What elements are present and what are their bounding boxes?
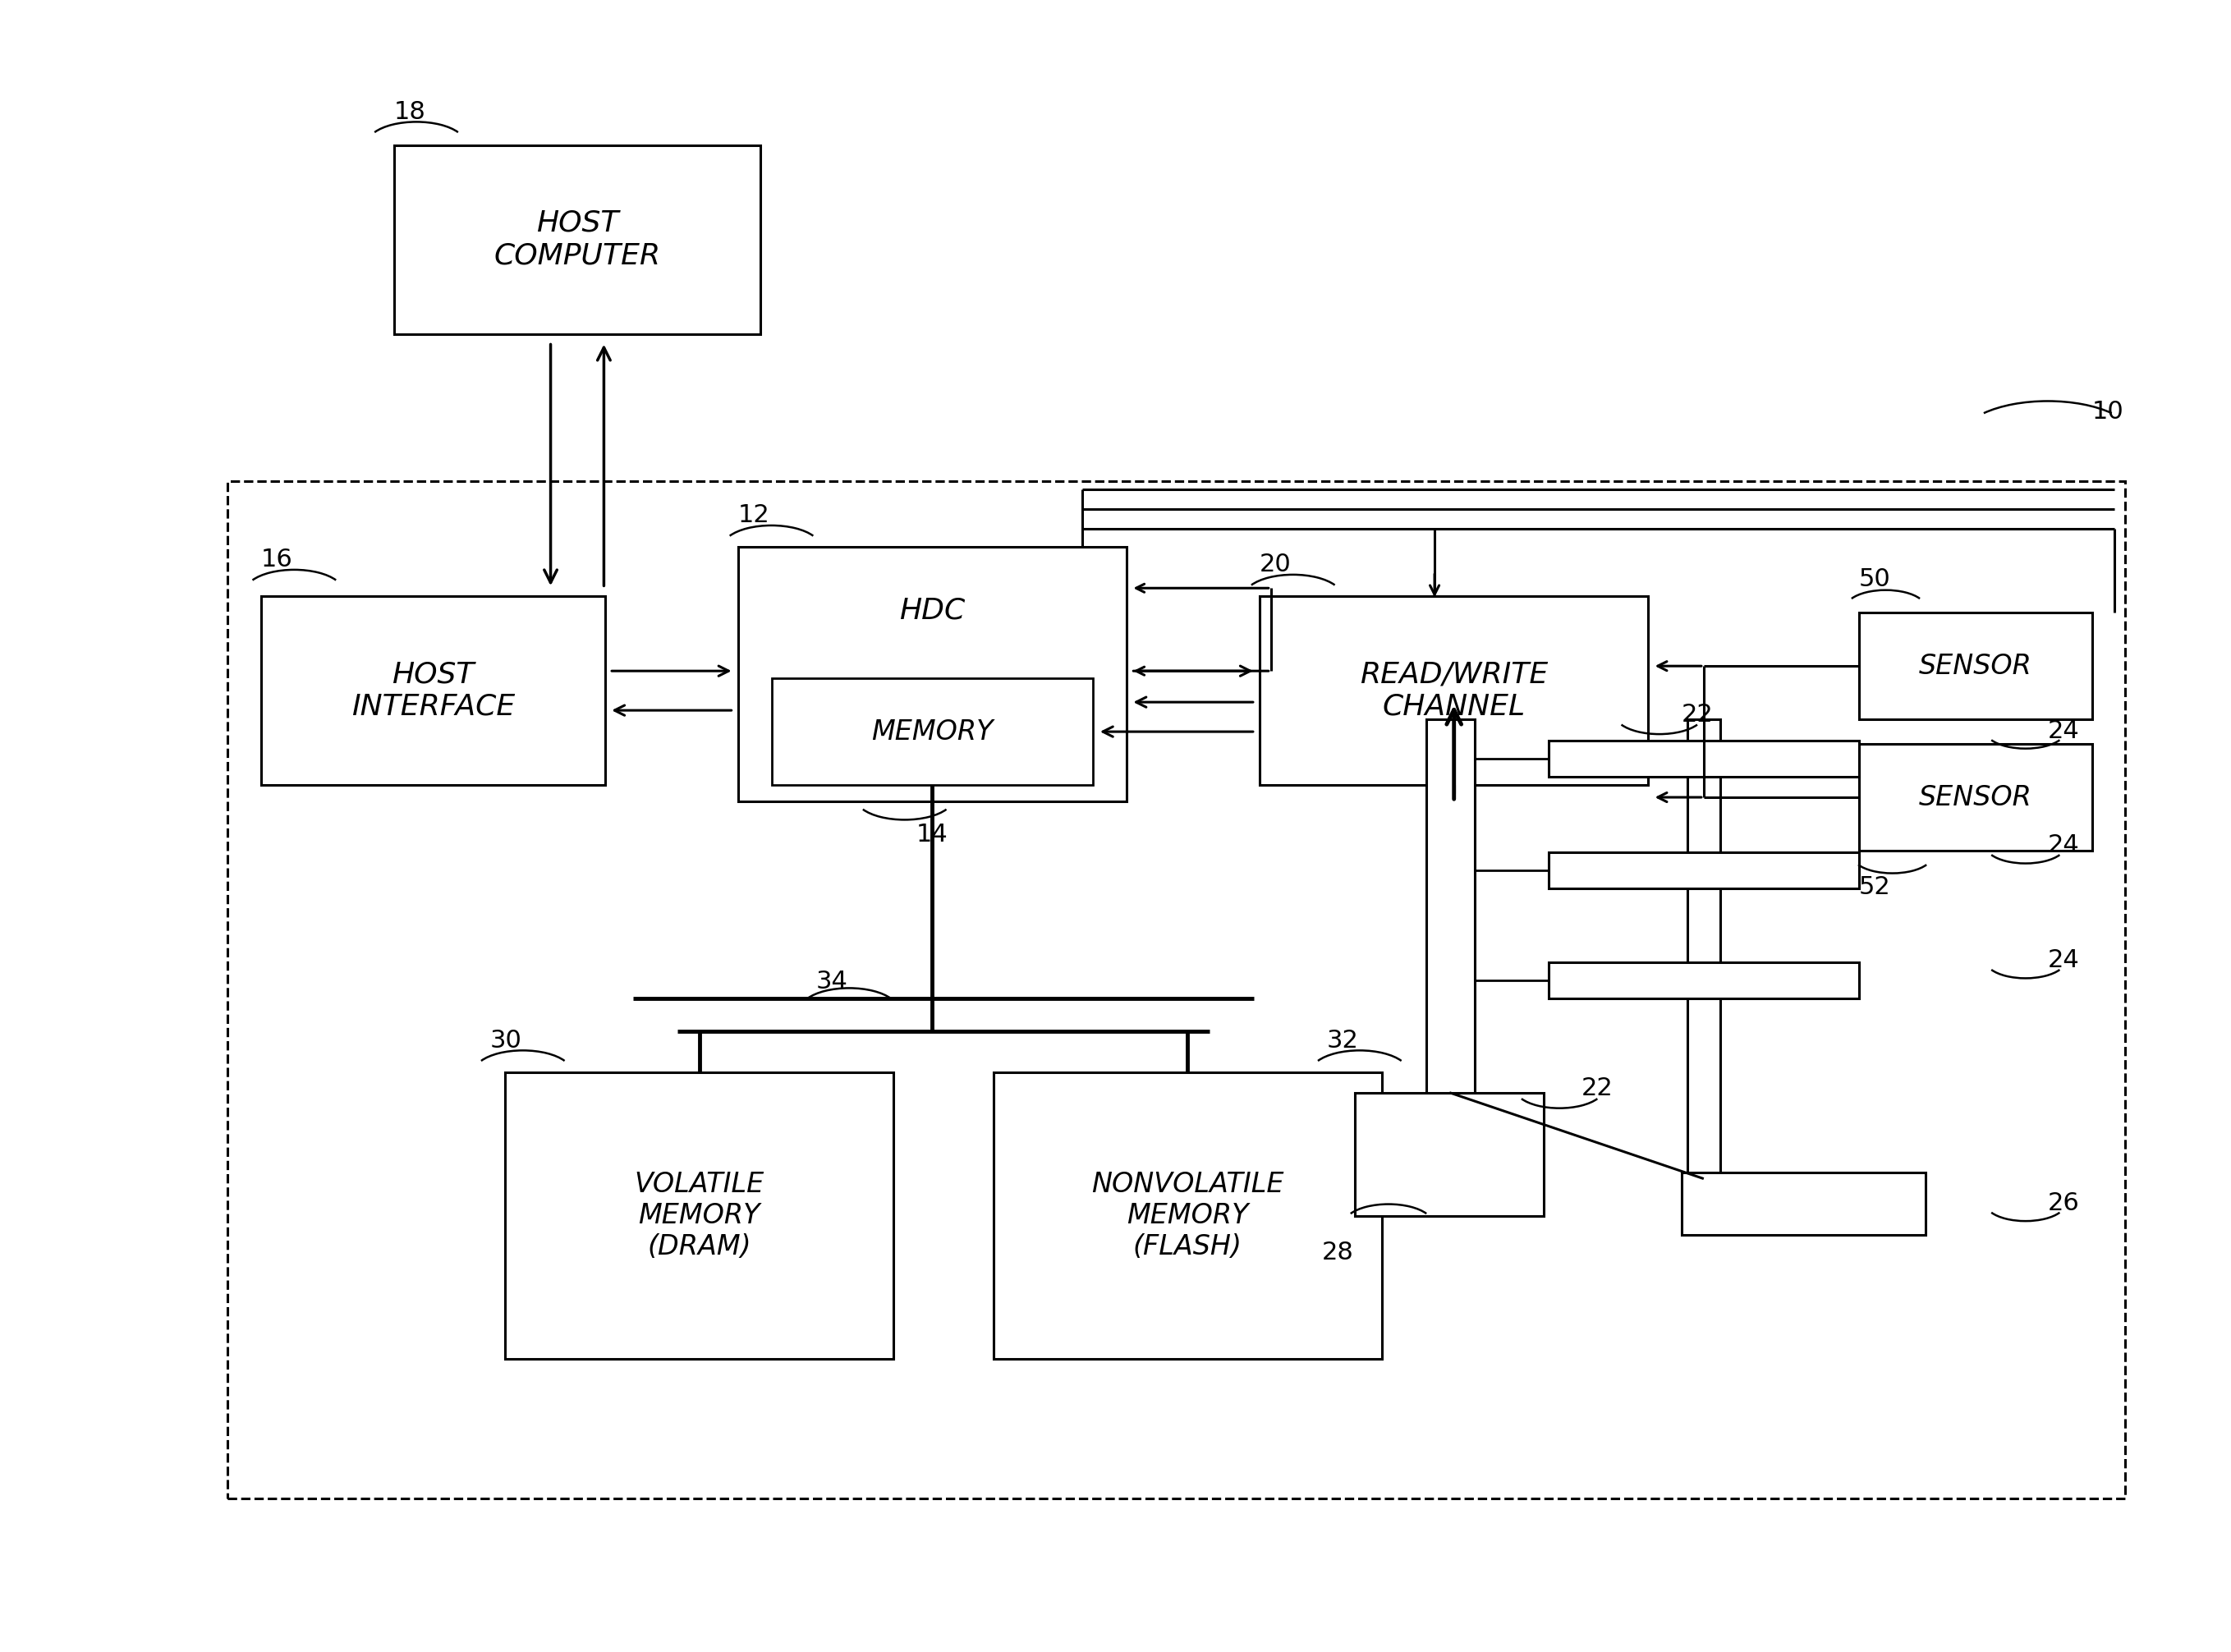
FancyBboxPatch shape: [1548, 961, 1858, 998]
Text: 24: 24: [2048, 834, 2079, 857]
FancyBboxPatch shape: [1687, 719, 1720, 1180]
FancyBboxPatch shape: [772, 679, 1093, 785]
Text: HDC: HDC: [899, 596, 966, 624]
Text: 26: 26: [2048, 1191, 2079, 1216]
FancyBboxPatch shape: [1261, 596, 1649, 785]
Text: 12: 12: [738, 504, 770, 527]
Text: 22: 22: [1682, 702, 1713, 727]
Text: 18: 18: [395, 101, 426, 124]
FancyBboxPatch shape: [1426, 719, 1475, 1155]
Text: 16: 16: [261, 548, 292, 572]
FancyBboxPatch shape: [1682, 1173, 1925, 1234]
Text: MEMORY: MEMORY: [872, 719, 993, 745]
Text: 50: 50: [1858, 568, 1892, 591]
FancyBboxPatch shape: [738, 547, 1127, 801]
Text: 32: 32: [1327, 1029, 1359, 1052]
Text: 24: 24: [2048, 719, 2079, 743]
Text: 24: 24: [2048, 948, 2079, 973]
Text: 34: 34: [817, 970, 848, 993]
Text: HOST
INTERFACE: HOST INTERFACE: [350, 661, 515, 720]
FancyBboxPatch shape: [993, 1072, 1381, 1360]
Text: 10: 10: [2093, 400, 2124, 425]
FancyBboxPatch shape: [1354, 1092, 1544, 1216]
Text: HOST
COMPUTER: HOST COMPUTER: [493, 210, 660, 269]
Text: 14: 14: [915, 823, 948, 846]
FancyBboxPatch shape: [1858, 743, 2093, 851]
FancyBboxPatch shape: [395, 145, 761, 334]
Text: 20: 20: [1261, 553, 1292, 577]
Text: SENSOR: SENSOR: [1919, 783, 2032, 811]
Text: 30: 30: [489, 1029, 522, 1052]
FancyBboxPatch shape: [228, 481, 2126, 1498]
FancyBboxPatch shape: [1548, 740, 1858, 776]
Text: 28: 28: [1323, 1241, 1354, 1264]
Text: NONVOLATILE
MEMORY
(FLASH): NONVOLATILE MEMORY (FLASH): [1091, 1171, 1283, 1260]
Text: READ/WRITE
CHANNEL: READ/WRITE CHANNEL: [1361, 661, 1548, 720]
Text: 22: 22: [1582, 1077, 1613, 1100]
Text: 52: 52: [1858, 876, 1892, 899]
Text: VOLATILE
MEMORY
(DRAM): VOLATILE MEMORY (DRAM): [634, 1171, 765, 1260]
Text: SENSOR: SENSOR: [1919, 653, 2032, 679]
FancyBboxPatch shape: [261, 596, 605, 785]
FancyBboxPatch shape: [504, 1072, 895, 1360]
FancyBboxPatch shape: [1548, 852, 1858, 889]
FancyBboxPatch shape: [1858, 613, 2093, 719]
